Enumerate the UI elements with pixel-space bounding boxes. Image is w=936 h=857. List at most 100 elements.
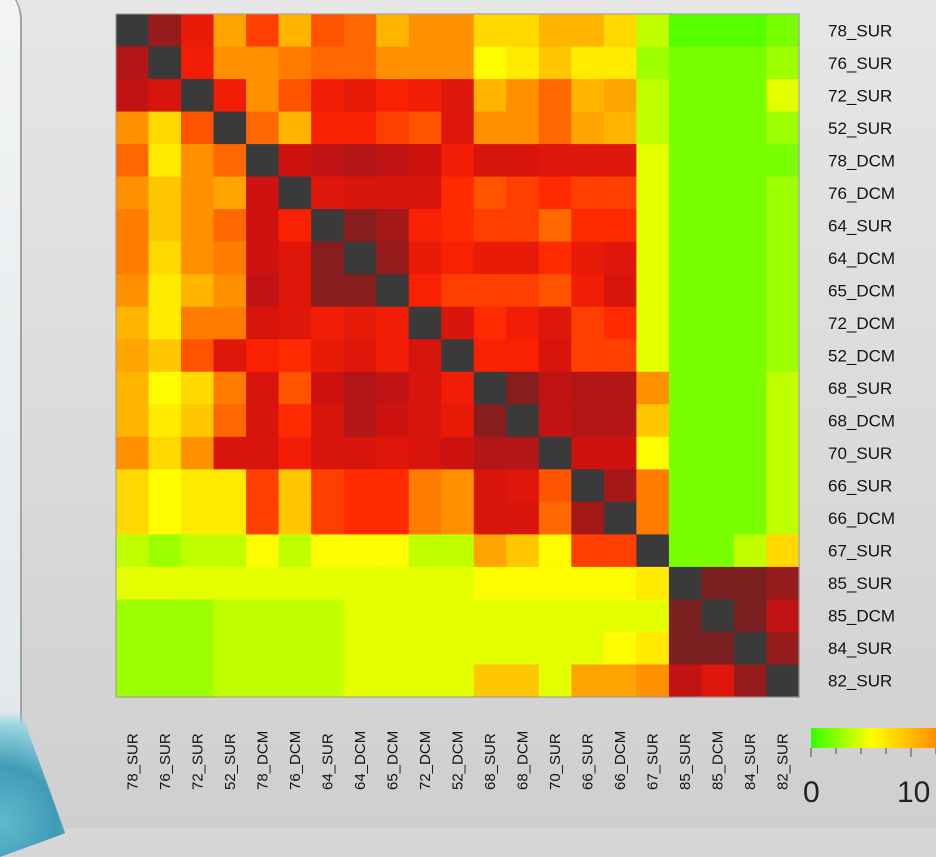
heatmap-cell [473, 274, 507, 308]
heatmap-cell [311, 404, 345, 438]
heatmap-cell [571, 534, 605, 568]
color-scale-tick-label: 0 [803, 776, 820, 809]
heatmap-cell [116, 176, 150, 210]
heatmap-cell [538, 209, 572, 243]
row-label: 72_DCM [828, 314, 895, 333]
heatmap-cell [148, 14, 182, 48]
heatmap-cell [766, 111, 800, 145]
heatmap-cell [343, 534, 377, 568]
heatmap-cell [311, 664, 345, 698]
heatmap-cell [376, 599, 410, 633]
heatmap-cell [408, 664, 442, 698]
heatmap-cell [376, 306, 410, 340]
heatmap-cell [311, 79, 345, 113]
column-label: 76_SUR [157, 733, 174, 790]
heatmap-cell [538, 79, 572, 113]
heatmap-cell [603, 176, 637, 210]
heatmap-cell [278, 404, 312, 438]
heatmap-diagonal-cell [408, 306, 442, 340]
heatmap-cell [571, 501, 605, 535]
heatmap-cell [441, 404, 475, 438]
heatmap-cell [148, 599, 182, 633]
heatmap-cell [181, 241, 215, 275]
heatmap-cell [311, 339, 345, 373]
heatmap-cell [701, 14, 735, 48]
heatmap-diagonal-cell [766, 664, 800, 698]
heatmap-cell [343, 501, 377, 535]
heatmap-cell [278, 534, 312, 568]
heatmap-cell [766, 274, 800, 308]
color-scale: 0102 [803, 728, 936, 809]
heatmap-cell [538, 274, 572, 308]
heatmap-cell [246, 469, 280, 503]
heatmap-cell [376, 436, 410, 470]
heatmap-cell [408, 534, 442, 568]
heatmap-cell [636, 436, 670, 470]
heatmap-cell [213, 14, 247, 48]
heatmap-cell [116, 404, 150, 438]
heatmap-cell [148, 534, 182, 568]
row-label: 70_SUR [828, 444, 892, 463]
heatmap-cell [408, 176, 442, 210]
row-label: 64_DCM [828, 249, 895, 268]
heatmap-cell [441, 469, 475, 503]
heatmap-cell [701, 274, 735, 308]
heatmap-cell [311, 534, 345, 568]
heatmap-cell [668, 306, 703, 340]
heatmap-cell [538, 404, 572, 438]
heatmap-cell [766, 469, 800, 503]
heatmap-cell [376, 534, 410, 568]
heatmap-cell [213, 209, 247, 243]
heatmap-cell [506, 209, 540, 243]
heatmap-cell [343, 566, 377, 601]
heatmap-cell [733, 79, 768, 113]
heatmap-cell [441, 14, 475, 48]
heatmap-cell [148, 339, 182, 373]
heatmap-cell [668, 599, 703, 633]
heatmap-cell [538, 566, 572, 601]
heatmap-cell [181, 111, 215, 145]
heatmap-cell [733, 436, 768, 470]
column-label: 52_SUR [222, 733, 239, 790]
heatmap-cell [701, 241, 735, 275]
heatmap-cell [213, 404, 247, 438]
heatmap-cell [181, 469, 215, 503]
heatmap-cell [441, 371, 475, 405]
heatmap-cell [408, 274, 442, 308]
column-label: 64_DCM [352, 731, 369, 790]
heatmap-cell [701, 664, 735, 698]
heatmap-cell [148, 274, 182, 308]
heatmap-cell [148, 566, 182, 601]
heatmap-cell [148, 501, 182, 535]
heatmap-cell [311, 436, 345, 470]
heatmap-cell [213, 469, 247, 503]
heatmap-cell [538, 306, 572, 340]
heatmap-cell [181, 566, 215, 601]
heatmap-cell [473, 501, 507, 535]
heatmap-cell [571, 566, 605, 601]
row-label: 67_SUR [828, 542, 892, 561]
heatmap-cell [441, 209, 475, 243]
heatmap-cell [278, 111, 312, 145]
heatmap-cell [213, 664, 247, 698]
heatmap-cell [668, 46, 703, 80]
heatmap-cell [148, 111, 182, 145]
column-label: 82_SUR [775, 733, 792, 790]
heatmap-cell [538, 339, 572, 373]
heatmap-cell [603, 404, 637, 438]
heatmap-cell [506, 144, 540, 178]
heatmap-cell [733, 501, 768, 535]
heatmap-cell [571, 436, 605, 470]
heatmap-cell [473, 599, 507, 633]
heatmap-cell [343, 111, 377, 145]
heatmap-cell [343, 274, 377, 308]
heatmap-cell [311, 631, 345, 666]
heatmap-cell [213, 371, 247, 405]
heatmap-cell [343, 599, 377, 633]
heatmap-cell [506, 14, 540, 48]
heatmap-cell [668, 501, 703, 535]
heatmap-cell [766, 209, 800, 243]
heatmap-cell [181, 631, 215, 666]
heatmap-cell [246, 176, 280, 210]
heatmap-diagonal-cell [116, 14, 150, 48]
